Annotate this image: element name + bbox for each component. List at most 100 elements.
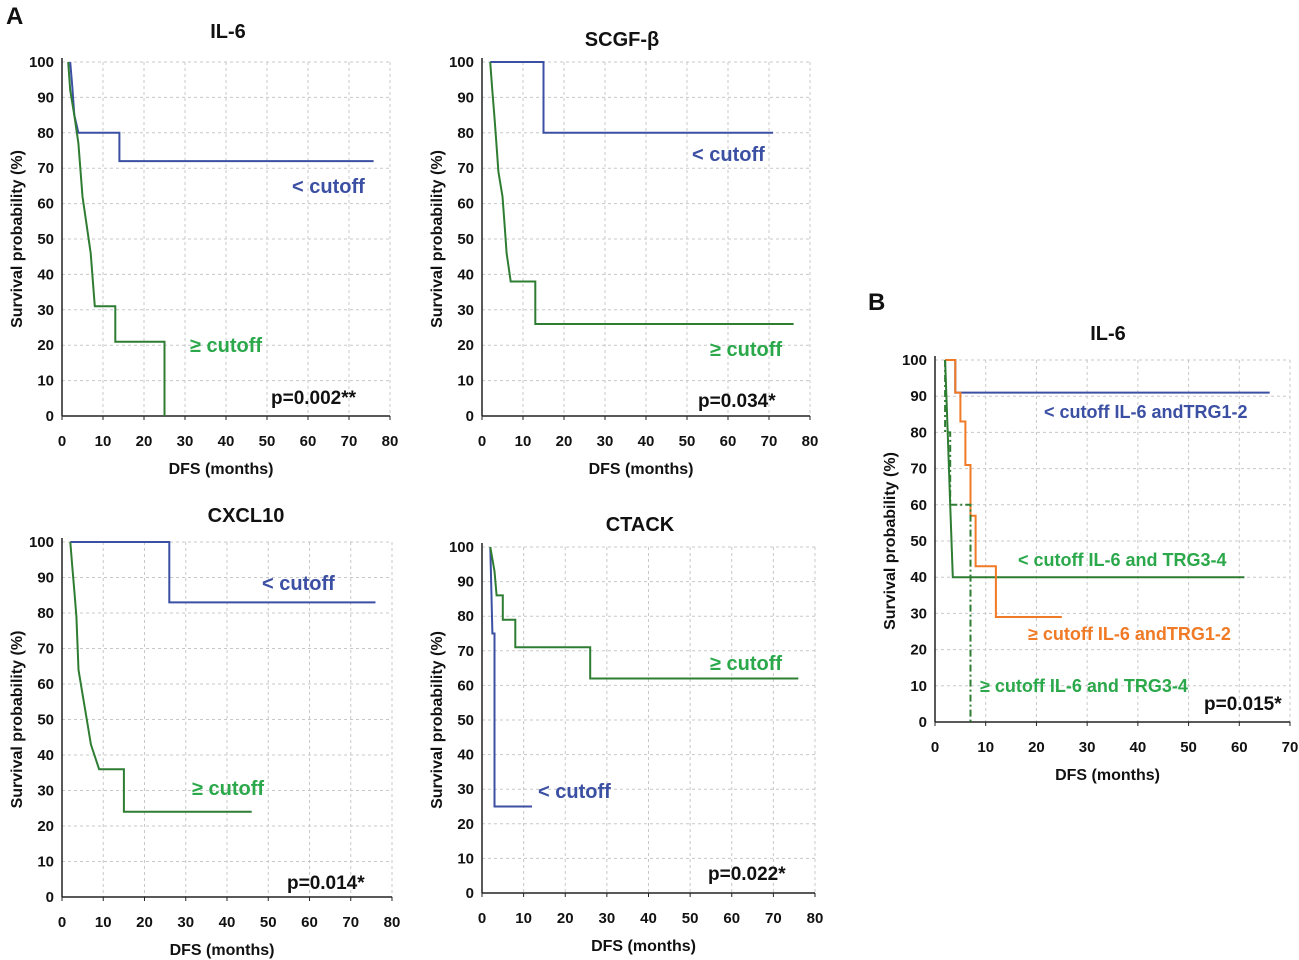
series-line-above-cutoff-1 xyxy=(489,546,799,680)
series-line-below-cutoff-0 xyxy=(489,546,532,808)
y-tick-label: 0 xyxy=(466,885,474,902)
x-axis-label: DFS (months) xyxy=(170,942,275,959)
y-axis-label: Survival probability (%) xyxy=(429,150,446,328)
series-line-below-cutoff-0 xyxy=(69,61,374,163)
y-tick-label: 70 xyxy=(910,461,927,478)
y-axis-label: Survival probability (%) xyxy=(429,631,446,809)
chart-cxcl10: CXCL10 0 10 20 30 40 50 60 70 80 0 10 20 30 40 50 60 70 80… xyxy=(9,505,400,959)
chart-title: CXCL10 xyxy=(208,505,285,527)
panel-label-b: B xyxy=(868,289,885,316)
x-tick-label: 50 xyxy=(679,433,696,450)
y-tick-label: 40 xyxy=(457,266,474,283)
x-axis-label: DFS (months) xyxy=(169,461,274,478)
y-tick-label: 30 xyxy=(37,783,54,800)
y-tick-label: 10 xyxy=(37,854,54,871)
y-tick-label: 80 xyxy=(457,608,474,625)
y-tick-label: 40 xyxy=(37,266,54,283)
panel-label-a: A xyxy=(6,3,23,30)
chart-title: SCGF-β xyxy=(585,29,659,51)
x-tick-label: 30 xyxy=(177,433,194,450)
y-tick-label: 20 xyxy=(37,818,54,835)
x-tick-label: 0 xyxy=(478,433,486,450)
y-tick-label: 10 xyxy=(457,850,474,867)
y-tick-label: 50 xyxy=(457,712,474,729)
y-tick-label: 60 xyxy=(910,497,927,514)
x-tick-label: 40 xyxy=(640,910,657,927)
series-annotation: < cutoff IL-6 andTRG1-2 xyxy=(1044,402,1248,422)
y-tick-label: 50 xyxy=(910,533,927,550)
y-tick-label: 50 xyxy=(37,712,54,729)
series-annotation: < cutoff xyxy=(692,144,765,166)
y-tick-label: 90 xyxy=(457,574,474,591)
x-tick-label: 20 xyxy=(556,433,573,450)
x-tick-label: 30 xyxy=(597,433,614,450)
x-axis-label: DFS (months) xyxy=(589,461,694,478)
y-tick-label: 0 xyxy=(46,408,54,425)
p-value: p=0.022* xyxy=(708,864,786,885)
y-tick-label: 100 xyxy=(29,54,54,71)
x-tick-label: 70 xyxy=(342,914,359,931)
y-tick-label: 80 xyxy=(37,605,54,622)
y-axis-label: Survival probability (%) xyxy=(9,631,26,809)
chart-il6: IL-6 0 10 20 30 40 50 60 70 80 0 10 20 30 40 50 60 70 80 90… xyxy=(9,21,398,478)
series-line-above-cutoff-3 xyxy=(944,360,972,722)
x-tick-label: 70 xyxy=(761,433,778,450)
y-tick-label: 30 xyxy=(910,605,927,622)
x-tick-label: 30 xyxy=(1079,739,1096,756)
x-tick-label: 10 xyxy=(515,910,532,927)
x-tick-label: 20 xyxy=(1028,739,1045,756)
series-annotation: < cutoff xyxy=(292,176,365,198)
x-tick-label: 10 xyxy=(515,433,532,450)
series-line-above-cutoff-2 xyxy=(945,359,1062,618)
x-tick-label: 10 xyxy=(95,433,112,450)
x-axis-label: DFS (months) xyxy=(1055,767,1160,784)
x-axis-label: DFS (months) xyxy=(591,938,696,955)
y-tick-label: 40 xyxy=(37,747,54,764)
y-tick-label: 30 xyxy=(457,302,474,319)
y-tick-label: 60 xyxy=(37,676,54,693)
chart-title: IL-6 xyxy=(1090,323,1126,345)
series-annotation: < cutoff IL-6 and TRG3-4 xyxy=(1018,550,1227,570)
series-annotation: ≥ cutoff xyxy=(192,778,264,800)
x-tick-label: 40 xyxy=(1130,739,1147,756)
y-axis-label: Survival probability (%) xyxy=(9,150,26,328)
y-tick-label: 60 xyxy=(37,196,54,213)
x-tick-label: 40 xyxy=(638,433,655,450)
series-annotation: ≥ cutoff xyxy=(190,335,262,357)
series-annotation: ≥ cutoff IL-6 andTRG1-2 xyxy=(1028,624,1231,644)
y-tick-label: 90 xyxy=(457,89,474,106)
x-tick-label: 80 xyxy=(382,433,399,450)
chart-il6-trg: IL-6 0 10 20 30 40 50 60 70 0 10 20 30 40 50 60 70 80 90 10… xyxy=(882,323,1298,784)
y-tick-label: 20 xyxy=(910,642,927,659)
x-tick-label: 20 xyxy=(557,910,574,927)
chart-scgf: SCGF-β 0 10 20 30 40 50 60 70 80 0 10 20 30 40 50 60 70 80… xyxy=(429,29,818,478)
x-tick-label: 60 xyxy=(720,433,737,450)
series-line-above-cutoff-1 xyxy=(69,541,252,813)
x-tick-label: 40 xyxy=(219,914,236,931)
y-tick-label: 40 xyxy=(910,569,927,586)
y-tick-label: 20 xyxy=(37,337,54,354)
y-tick-label: 20 xyxy=(457,816,474,833)
series-line-below-cutoff-1 xyxy=(944,359,1245,579)
y-tick-label: 0 xyxy=(466,408,474,425)
x-tick-label: 30 xyxy=(177,914,194,931)
series-annotation: < cutoff xyxy=(538,781,611,803)
y-tick-label: 100 xyxy=(449,539,474,556)
p-value: p=0.014* xyxy=(287,873,365,894)
y-tick-label: 70 xyxy=(37,160,54,177)
y-tick-label: 60 xyxy=(457,196,474,213)
y-tick-label: 10 xyxy=(910,678,927,695)
series-annotation: ≥ cutoff IL-6 and TRG3-4 xyxy=(980,676,1188,696)
series-annotation: ≥ cutoff xyxy=(710,653,782,675)
x-tick-label: 60 xyxy=(723,910,740,927)
y-tick-label: 20 xyxy=(457,337,474,354)
y-tick-label: 0 xyxy=(46,889,54,906)
y-tick-label: 70 xyxy=(457,160,474,177)
y-tick-label: 80 xyxy=(910,424,927,441)
chart-ctack: CTACK 0 10 20 30 40 50 60 70 80 0 10 20 30 40 50 60 70 80 9… xyxy=(429,514,823,955)
x-tick-label: 70 xyxy=(341,433,358,450)
x-tick-label: 20 xyxy=(136,433,153,450)
series-line-below-cutoff-0 xyxy=(70,541,376,604)
x-tick-label: 70 xyxy=(765,910,782,927)
series-line-above-cutoff-1 xyxy=(489,61,794,325)
